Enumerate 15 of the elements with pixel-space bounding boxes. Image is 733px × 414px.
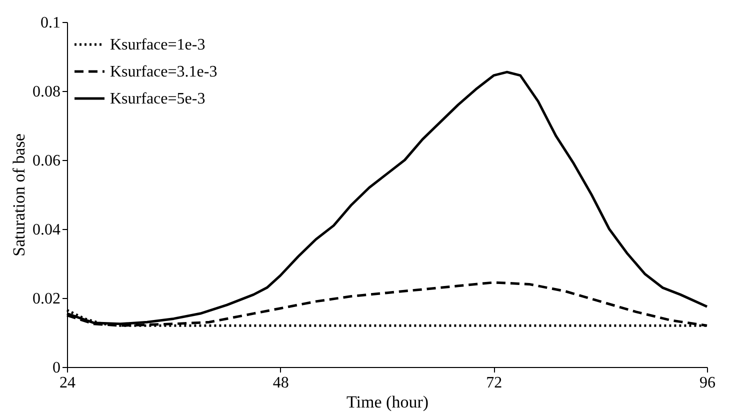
x-tick-label: 48 — [272, 374, 289, 392]
x-tick-label: 24 — [60, 374, 76, 392]
y-tick-label: 0.1 — [40, 14, 60, 32]
legend-label: Ksurface=3.1e-3 — [110, 64, 218, 80]
legend-label: Ksurface=5e-3 — [110, 90, 206, 108]
y-tick-label: 0.08 — [32, 84, 60, 100]
x-tick-label: 72 — [486, 374, 502, 392]
y-tick-label: 0 — [52, 360, 60, 376]
legend-label: Ksurface=1e-3 — [110, 36, 206, 54]
x-tick-label: 96 — [700, 374, 716, 392]
y-tick-label: 0.06 — [32, 152, 60, 170]
y-tick-label: 0.04 — [32, 222, 60, 238]
y-tick-label: 0.02 — [32, 290, 60, 308]
y-axis-title: Saturation of base — [10, 134, 28, 256]
x-axis-title: Time (hour) — [346, 392, 429, 412]
